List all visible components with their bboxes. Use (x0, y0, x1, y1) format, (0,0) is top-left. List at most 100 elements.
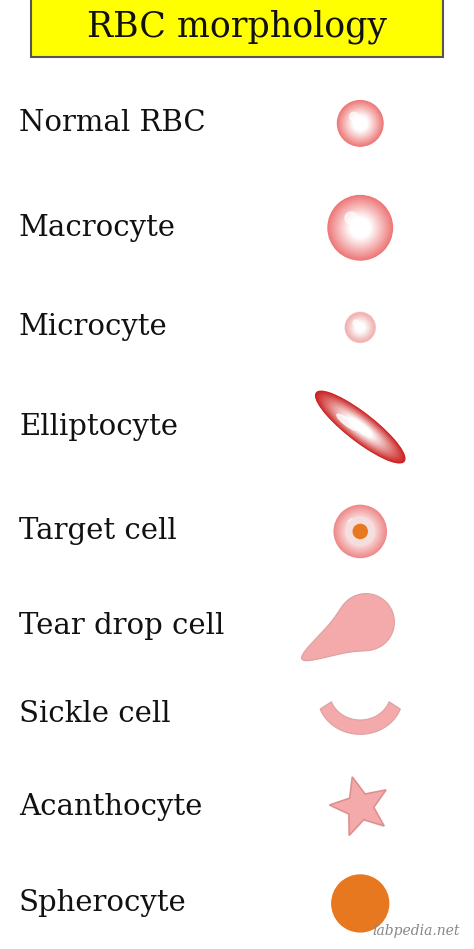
Ellipse shape (329, 402, 391, 452)
Ellipse shape (360, 122, 361, 124)
Polygon shape (301, 594, 394, 661)
Ellipse shape (352, 115, 369, 132)
Ellipse shape (346, 214, 375, 242)
Ellipse shape (347, 417, 373, 437)
Text: Target cell: Target cell (19, 517, 177, 546)
Ellipse shape (355, 222, 366, 233)
Ellipse shape (340, 208, 380, 248)
Ellipse shape (356, 324, 365, 331)
Ellipse shape (347, 110, 374, 137)
Ellipse shape (344, 414, 377, 440)
Ellipse shape (354, 321, 367, 334)
Ellipse shape (342, 885, 378, 921)
Ellipse shape (359, 227, 361, 229)
Ellipse shape (354, 117, 366, 130)
Ellipse shape (345, 212, 357, 224)
Ellipse shape (355, 526, 366, 537)
Ellipse shape (347, 214, 373, 241)
Ellipse shape (346, 109, 374, 138)
Ellipse shape (346, 108, 375, 139)
Ellipse shape (325, 399, 396, 456)
Ellipse shape (356, 120, 364, 127)
Ellipse shape (341, 512, 379, 550)
Ellipse shape (348, 111, 372, 136)
Ellipse shape (357, 120, 364, 127)
Ellipse shape (322, 397, 399, 457)
Ellipse shape (340, 411, 381, 443)
Ellipse shape (335, 202, 386, 253)
Ellipse shape (353, 220, 367, 235)
Ellipse shape (345, 108, 375, 139)
Ellipse shape (330, 198, 390, 257)
Ellipse shape (349, 112, 372, 135)
Ellipse shape (341, 104, 380, 142)
Ellipse shape (352, 320, 368, 335)
Text: Acanthocyte: Acanthocyte (19, 792, 202, 821)
Ellipse shape (351, 419, 369, 435)
Ellipse shape (329, 196, 392, 259)
Ellipse shape (349, 113, 371, 134)
Ellipse shape (337, 205, 383, 251)
Ellipse shape (344, 212, 376, 244)
Ellipse shape (336, 879, 385, 928)
Ellipse shape (316, 391, 405, 463)
Ellipse shape (336, 508, 384, 555)
Ellipse shape (354, 322, 366, 333)
Ellipse shape (349, 892, 372, 915)
Ellipse shape (356, 528, 364, 535)
Ellipse shape (357, 529, 364, 534)
Text: Macrocyte: Macrocyte (19, 214, 176, 242)
Ellipse shape (339, 510, 382, 553)
Ellipse shape (356, 527, 365, 536)
Ellipse shape (357, 324, 364, 331)
Ellipse shape (359, 326, 361, 328)
Ellipse shape (334, 201, 387, 254)
Ellipse shape (343, 513, 378, 549)
Ellipse shape (337, 881, 383, 926)
Ellipse shape (338, 102, 383, 145)
Ellipse shape (337, 509, 383, 554)
Ellipse shape (343, 106, 377, 140)
Ellipse shape (354, 117, 367, 130)
Ellipse shape (342, 513, 378, 549)
Ellipse shape (359, 426, 362, 428)
Ellipse shape (356, 224, 364, 232)
Text: Tear drop cell: Tear drop cell (19, 612, 224, 641)
Ellipse shape (338, 882, 382, 925)
Ellipse shape (358, 225, 363, 231)
Ellipse shape (352, 116, 368, 131)
Ellipse shape (352, 319, 369, 336)
Ellipse shape (336, 408, 384, 446)
Ellipse shape (342, 105, 378, 141)
Ellipse shape (344, 107, 377, 140)
Ellipse shape (347, 314, 374, 341)
Ellipse shape (356, 323, 365, 332)
Ellipse shape (356, 119, 365, 128)
Ellipse shape (350, 217, 371, 238)
Ellipse shape (353, 525, 367, 538)
Ellipse shape (359, 902, 361, 904)
Ellipse shape (339, 102, 381, 144)
Ellipse shape (337, 204, 383, 251)
Ellipse shape (352, 220, 368, 235)
Ellipse shape (335, 878, 386, 929)
Polygon shape (329, 777, 386, 835)
Ellipse shape (323, 398, 397, 456)
Ellipse shape (351, 218, 370, 237)
Ellipse shape (356, 899, 365, 908)
Ellipse shape (358, 530, 362, 533)
Ellipse shape (358, 121, 362, 125)
Ellipse shape (348, 316, 372, 339)
Ellipse shape (341, 512, 380, 551)
Ellipse shape (357, 529, 363, 534)
Ellipse shape (350, 317, 371, 338)
Text: RBC morphology: RBC morphology (87, 9, 387, 44)
Ellipse shape (321, 396, 400, 458)
Ellipse shape (360, 530, 361, 532)
Ellipse shape (355, 322, 366, 333)
Ellipse shape (340, 103, 380, 143)
Ellipse shape (335, 203, 385, 252)
Ellipse shape (355, 423, 365, 431)
Ellipse shape (355, 119, 365, 128)
Ellipse shape (350, 522, 370, 541)
